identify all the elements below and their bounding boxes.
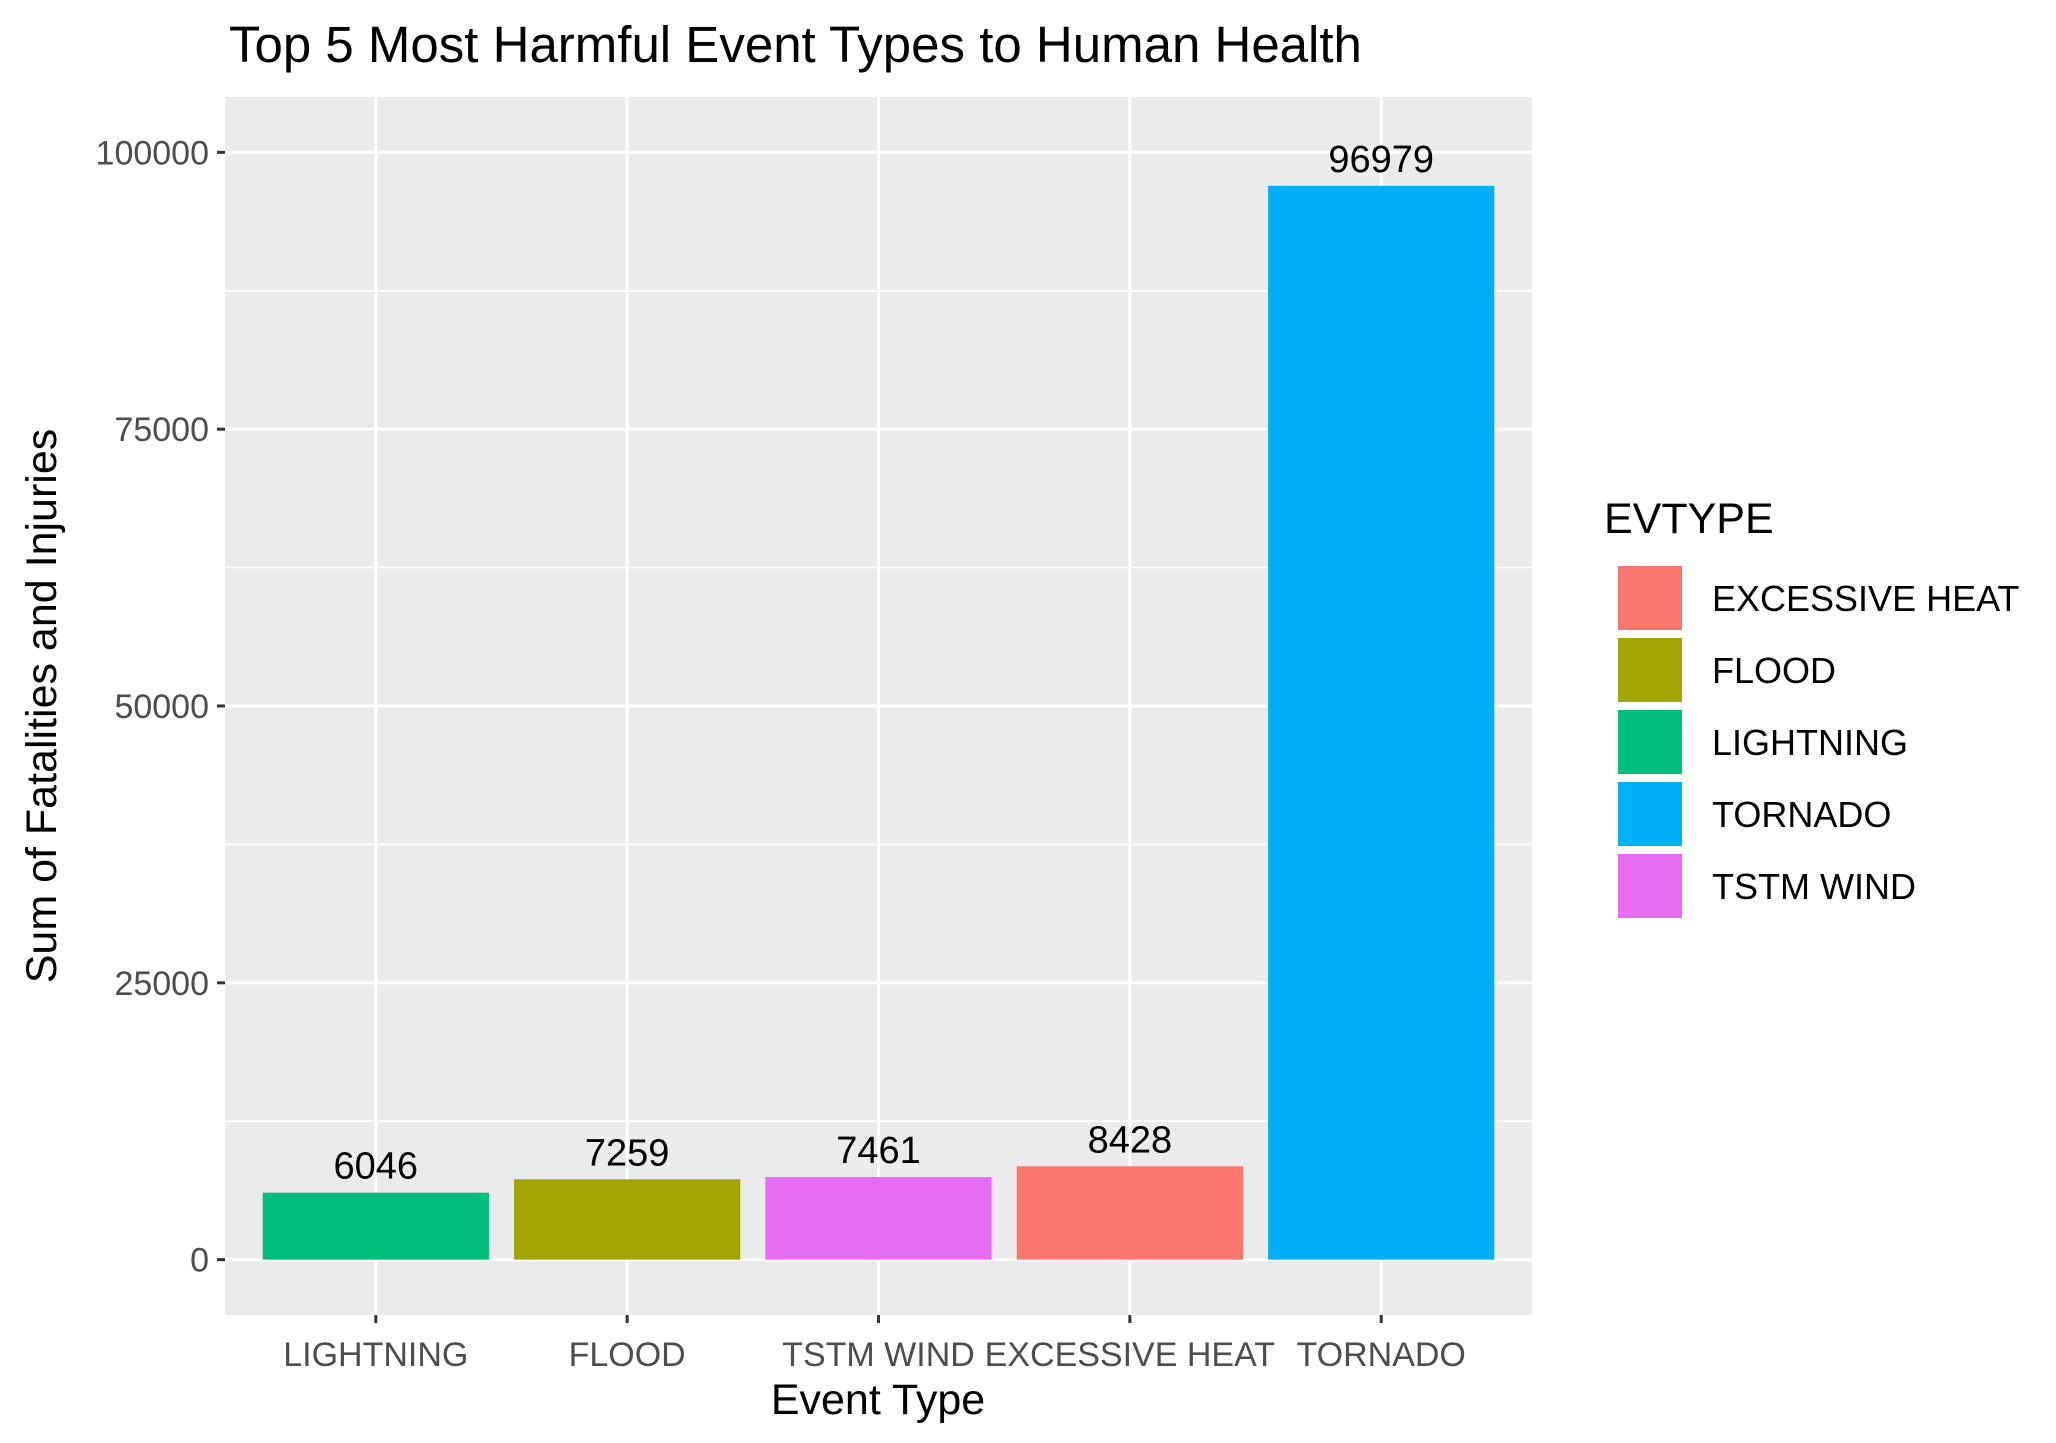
legend-title: EVTYPE [1604,495,1774,543]
bar [514,1179,741,1260]
x-tick-label: TORNADO [1296,1336,1465,1374]
x-tick-label: TSTM WIND [782,1336,975,1374]
legend-key [1618,638,1682,702]
legend-label: LIGHTNING [1712,722,1908,763]
bar-value-label: 7461 [836,1130,921,1172]
y-tick-label: 0 [190,1242,209,1280]
y-tick-label: 75000 [114,411,209,449]
x-tick-label: EXCESSIVE HEAT [985,1336,1275,1374]
legend-key [1618,566,1682,630]
bar-value-label: 7259 [585,1132,670,1174]
legend-items: EXCESSIVE HEAT FLOOD LIGHTNING TORNADO TSTM … [1618,566,2019,918]
y-tick-label: 100000 [96,134,209,172]
bar-value-label: 96979 [1328,139,1434,181]
bar [1016,1166,1243,1260]
legend-key [1618,782,1682,846]
legend-label: EXCESSIVE HEAT [1712,578,2019,619]
bar [262,1192,489,1260]
y-tick-label: 50000 [114,688,209,726]
y-tick-label: 25000 [114,965,209,1003]
bar-value-labels: 6046 7259 7461 8428 96979 [334,139,1434,1188]
legend-key [1618,854,1682,918]
legend-label: TORNADO [1712,794,1891,835]
x-axis: LIGHTNING FLOOD TSTM WIND EXCESSIVE HEAT TOR… [283,1315,1466,1374]
y-axis: 0 25000 50000 75000 100000 [96,134,225,1280]
bar [1268,185,1495,1260]
chart-title: Top 5 Most Harmful Event Types to Human … [229,16,1362,73]
legend-label: TSTM WIND [1712,866,1916,907]
x-axis-title: Event Type [771,1376,985,1424]
bar-value-label: 6046 [334,1146,419,1188]
bar [765,1177,992,1260]
x-tick-label: FLOOD [569,1336,686,1374]
bars [262,185,1495,1260]
bar-value-label: 8428 [1088,1119,1173,1161]
legend-key [1618,710,1682,774]
x-tick-label: LIGHTNING [283,1336,468,1374]
legend-label: FLOOD [1712,650,1836,691]
legend: EVTYPE EXCESSIVE HEAT FLOOD LIGHTNING TORNA… [1604,495,2019,918]
y-axis-title: Sum of Fatalities and Injuries [18,429,66,984]
